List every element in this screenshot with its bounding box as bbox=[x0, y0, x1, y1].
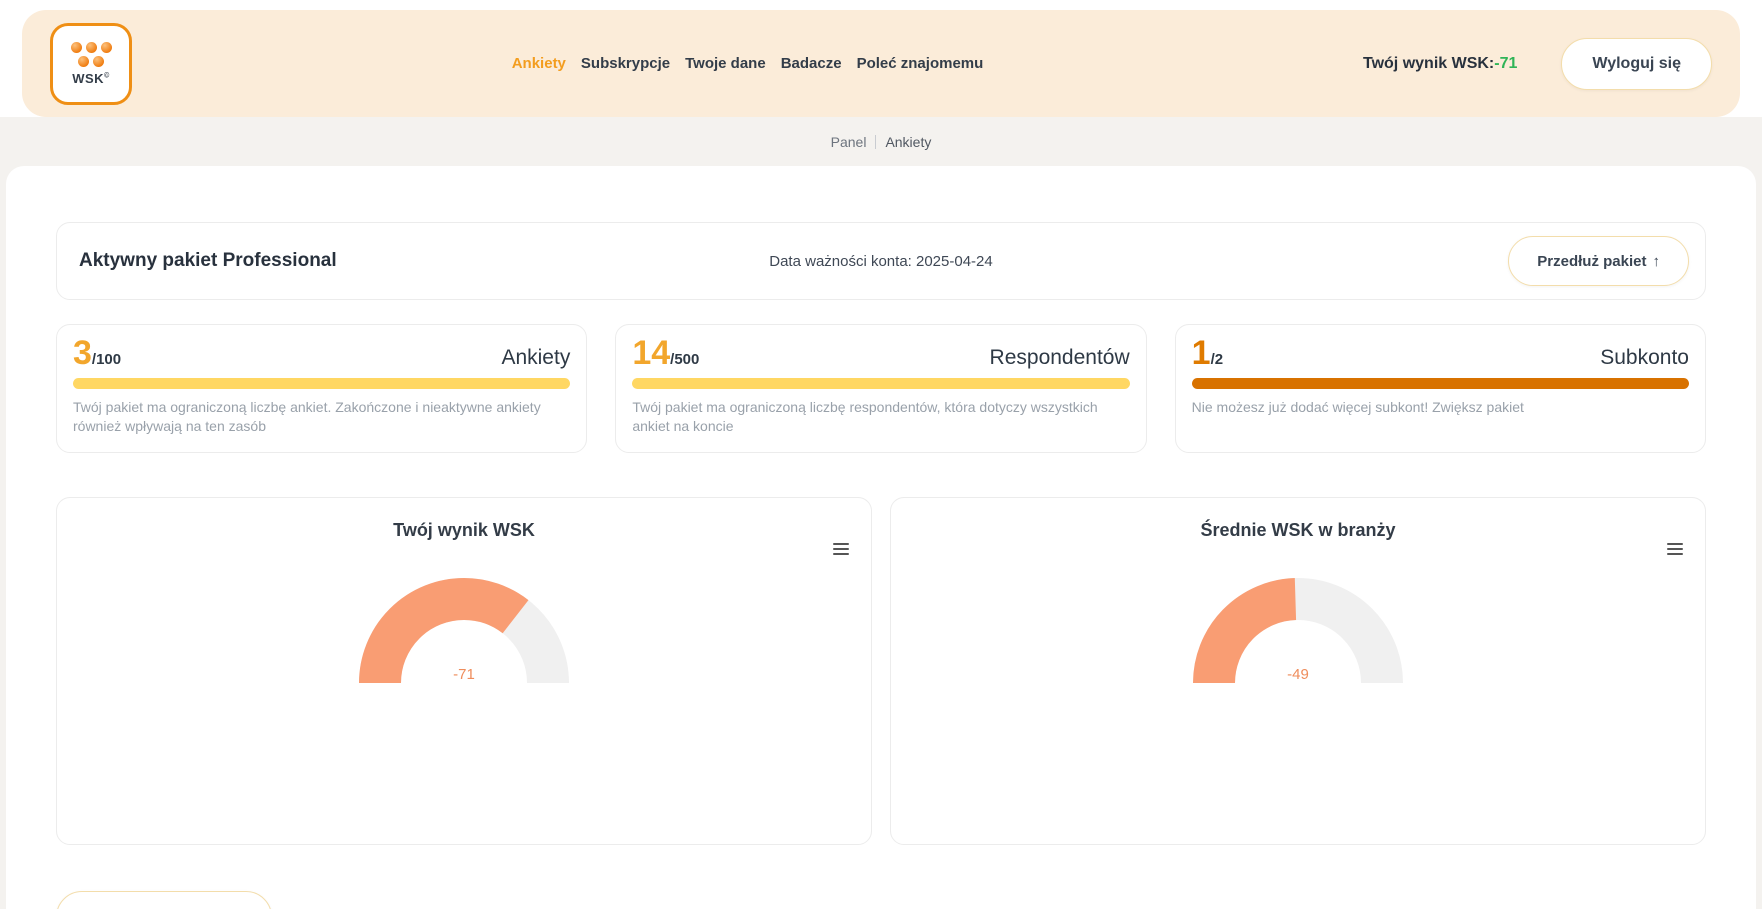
stat-limit: /100 bbox=[91, 351, 122, 368]
chart-card-srednie-wsk: Średnie WSK w branży -49 bbox=[890, 497, 1706, 846]
breadcrumb: Panel Ankiety bbox=[0, 117, 1762, 166]
top-strip: WSK© Ankiety Subskrypcje Twoje dane Bada… bbox=[0, 0, 1762, 117]
main-content: Aktywny pakiet Professional Data ważnośc… bbox=[6, 166, 1756, 909]
nav-item-twoje-dane[interactable]: Twoje dane bbox=[685, 55, 766, 72]
main-nav: Ankiety Subskrypcje Twoje dane Badacze P… bbox=[152, 55, 1343, 72]
logo-dot bbox=[78, 56, 89, 67]
stat-label: Respondentów bbox=[989, 346, 1130, 369]
gauge-value: -49 bbox=[1287, 666, 1309, 683]
stat-bar bbox=[73, 378, 571, 390]
header: WSK© Ankiety Subskrypcje Twoje dane Bada… bbox=[22, 10, 1740, 117]
stat-top: 3 /100 Ankiety bbox=[73, 334, 571, 372]
breadcrumb-separator bbox=[875, 134, 877, 149]
bottom-action-button[interactable] bbox=[56, 891, 272, 909]
chart-menu-button[interactable] bbox=[829, 536, 853, 562]
stat-used: 3 bbox=[73, 334, 92, 372]
stat-top: 1 /2 Subkonto bbox=[1191, 334, 1689, 372]
stat-limit: /2 bbox=[1210, 351, 1224, 368]
logo-dot bbox=[70, 42, 82, 53]
arrow-up-icon: ↑ bbox=[1652, 252, 1661, 270]
wsk-score-value: -71 bbox=[1494, 54, 1518, 72]
stat-bar bbox=[632, 378, 1130, 390]
gauge-chart: -49 bbox=[1193, 578, 1403, 684]
app-logo[interactable]: WSK© bbox=[50, 22, 132, 105]
logo-text: WSK© bbox=[72, 71, 110, 86]
wsk-score: Twój wynik WSK:-71 bbox=[1363, 55, 1517, 73]
nav-item-polec-znajomemu[interactable]: Poleć znajomemu bbox=[856, 55, 984, 72]
logo-dot bbox=[100, 42, 112, 53]
stat-description: Twój pakiet ma ograniczoną liczbę respon… bbox=[632, 399, 1098, 435]
package-card: Aktywny pakiet Professional Data ważnośc… bbox=[56, 222, 1706, 300]
stat-description: Twój pakiet ma ograniczoną liczbę ankiet… bbox=[73, 399, 541, 435]
package-expiry: Data ważności konta: 2025-04-24 bbox=[769, 252, 993, 270]
stat-limit: /500 bbox=[670, 351, 700, 368]
stat-description: Nie możesz już dodać więcej subkont! Zwi… bbox=[1191, 399, 1524, 416]
chart-title: Średnie WSK w branży bbox=[1200, 520, 1396, 541]
stat-used: 1 bbox=[1191, 334, 1211, 372]
stat-bar bbox=[1191, 378, 1689, 390]
logo-dot bbox=[93, 56, 104, 67]
stat-card-ankiety: 3 /100 Ankiety Twój pakiet ma ograniczon… bbox=[56, 324, 588, 454]
extend-package-label: Przedłuż pakiet bbox=[1537, 252, 1647, 270]
stat-label: Ankiety bbox=[501, 346, 571, 369]
nav-item-badacze[interactable]: Badacze bbox=[780, 55, 842, 72]
gauge-fill bbox=[1193, 578, 1403, 684]
header-right: Twój wynik WSK:-71 Wyloguj się bbox=[1363, 37, 1712, 90]
stat-label: Subkonto bbox=[1600, 346, 1689, 369]
gauge-wrap: -71 bbox=[57, 551, 871, 691]
gauge-chart: -71 bbox=[359, 578, 569, 684]
logout-button[interactable]: Wyloguj się bbox=[1561, 37, 1712, 90]
extend-package-button[interactable]: Przedłuż pakiet ↑ bbox=[1508, 236, 1689, 286]
nav-item-subskrypcje[interactable]: Subskrypcje bbox=[580, 55, 671, 72]
stat-card-subkonto: 1 /2 Subkonto Nie możesz już dodać więce… bbox=[1174, 324, 1706, 454]
stat-top: 14 /500 Respondentów bbox=[632, 334, 1130, 372]
stat-card-respondenci: 14 /500 Respondentów Twój pakiet ma ogra… bbox=[615, 324, 1147, 454]
chart-menu-button[interactable] bbox=[1663, 536, 1687, 562]
chart-card-twoj-wynik: Twój wynik WSK -71 bbox=[56, 497, 872, 846]
gauge-fill bbox=[359, 578, 569, 684]
hamburger-icon bbox=[833, 543, 849, 556]
nav-item-ankiety[interactable]: Ankiety bbox=[511, 55, 566, 72]
charts-row: Twój wynik WSK -71 Średnie WSK w branży bbox=[56, 497, 1706, 846]
stats-row: 3 /100 Ankiety Twój pakiet ma ograniczon… bbox=[56, 324, 1706, 454]
wsk-score-label: Twój wynik WSK: bbox=[1363, 54, 1495, 72]
breadcrumb-panel[interactable]: Panel bbox=[830, 133, 867, 150]
chart-title: Twój wynik WSK bbox=[393, 520, 535, 541]
gauge-wrap: -49 bbox=[891, 551, 1705, 691]
breadcrumb-ankiety[interactable]: Ankiety bbox=[885, 133, 932, 150]
gauge-value: -71 bbox=[453, 666, 475, 683]
stat-used: 14 bbox=[632, 334, 671, 372]
logo-dot bbox=[85, 42, 97, 53]
logo-dots bbox=[70, 42, 112, 70]
hamburger-icon bbox=[1667, 543, 1683, 556]
package-title: Aktywny pakiet Professional bbox=[79, 250, 337, 271]
